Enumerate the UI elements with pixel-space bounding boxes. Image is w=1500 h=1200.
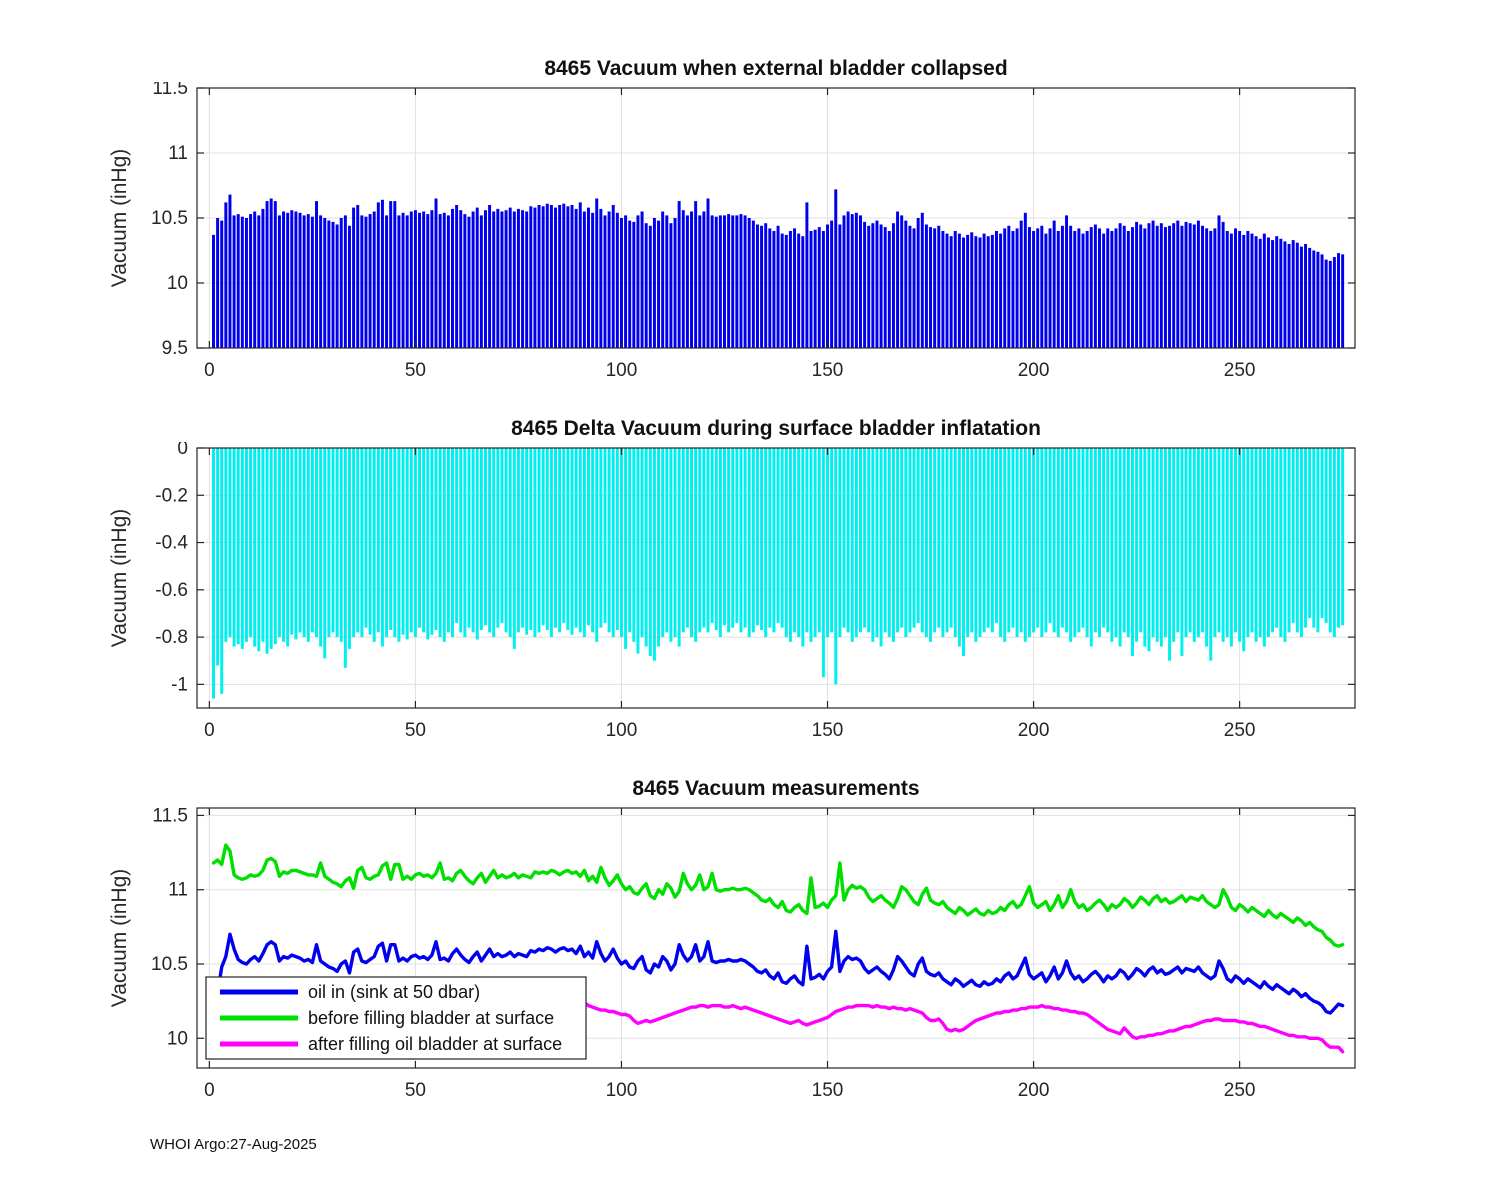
y-tick-label: -0.2 — [155, 485, 188, 506]
chart2-title: 8465 Delta Vacuum during surface bladder… — [511, 417, 1041, 440]
watermark-text: WHOI Argo:27-Aug-2025 — [150, 1136, 317, 1153]
y-tick-label: 11 — [168, 880, 188, 901]
y-tick-label: 11.5 — [152, 82, 188, 99]
x-tick-label: 250 — [1224, 720, 1256, 741]
chart2-plot-area: 0 50 100 150 200 250 -1 -0.8 -0.6 -0.4 -0.2 0 — [155, 442, 1356, 741]
y-tick-label: 10.5 — [151, 954, 188, 975]
x-tick-label: 50 — [405, 1080, 426, 1101]
x-tick-label: 200 — [1018, 1080, 1050, 1101]
chart3-title: 8465 Vacuum measurements — [632, 777, 920, 800]
x-tick-label: 250 — [1224, 360, 1256, 381]
x-tick-label: 150 — [812, 1080, 844, 1101]
x-tick-label: 100 — [606, 360, 638, 381]
y-tick-label: -0.6 — [155, 580, 188, 601]
x-tick-label: 200 — [1018, 720, 1050, 741]
x-tick-label: 150 — [812, 360, 844, 381]
plot-border — [196, 447, 1356, 709]
y-tick-label: 0 — [177, 442, 188, 459]
y-tick-label: 11.5 — [152, 805, 188, 826]
x-tick-label: 0 — [204, 720, 215, 741]
plot-border — [196, 807, 1356, 1069]
y-tick-label: 9.5 — [162, 338, 188, 359]
x-tick-label: 200 — [1018, 360, 1050, 381]
y-tick-label: 10.5 — [151, 208, 188, 229]
y-tick-label: -1 — [171, 674, 188, 695]
y-tick-label: -0.8 — [155, 627, 188, 648]
x-tick-label: 150 — [812, 720, 844, 741]
chart3-plot-area: 0 50 100 150 200 250 10 10.5 11 11.5 oil in (sink … — [151, 805, 1356, 1101]
tick-labels: 0 50 100 150 200 250 10 10.5 11 11.5 — [151, 805, 1255, 1101]
grid-lines — [197, 808, 1355, 1068]
axes — [196, 807, 1356, 1069]
legend-label: after filling oil bladder at surface — [308, 1034, 562, 1054]
bars — [212, 448, 1345, 699]
y-tick-label: 11 — [168, 143, 188, 164]
legend-label: oil in (sink at 50 dbar) — [308, 982, 480, 1002]
x-tick-label: 0 — [204, 360, 215, 381]
x-tick-label: 100 — [606, 1080, 638, 1101]
axes — [196, 87, 1356, 349]
x-tick-label: 100 — [606, 720, 638, 741]
x-tick-label: 250 — [1224, 1080, 1256, 1101]
legend-label: before filling bladder at surface — [308, 1008, 554, 1028]
chart1-plot-area: 0 50 100 150 200 250 9.5 10 10.5 11 11.5 — [151, 82, 1356, 381]
y-tick-label: -0.4 — [155, 533, 188, 554]
x-tick-label: 50 — [405, 360, 426, 381]
tick-labels: 0 50 100 150 200 250 9.5 10 10.5 11 11.5 — [151, 82, 1255, 381]
legend: oil in (sink at 50 dbar) before filling b… — [205, 976, 587, 1060]
series-line — [211, 929, 1345, 1041]
axes — [196, 447, 1356, 709]
x-tick-label: 0 — [204, 1080, 215, 1101]
y-tick-label: 10 — [167, 1028, 188, 1049]
x-tick-label: 50 — [405, 720, 426, 741]
tick-labels: 0 50 100 150 200 250 -1 -0.8 -0.6 -0.4 -0.2 0 — [155, 442, 1255, 741]
y-tick-label: 10 — [167, 273, 188, 294]
series-line — [211, 843, 1345, 948]
chart1-title: 8465 Vacuum when external bladder collap… — [544, 57, 1008, 80]
bars — [212, 189, 1345, 348]
